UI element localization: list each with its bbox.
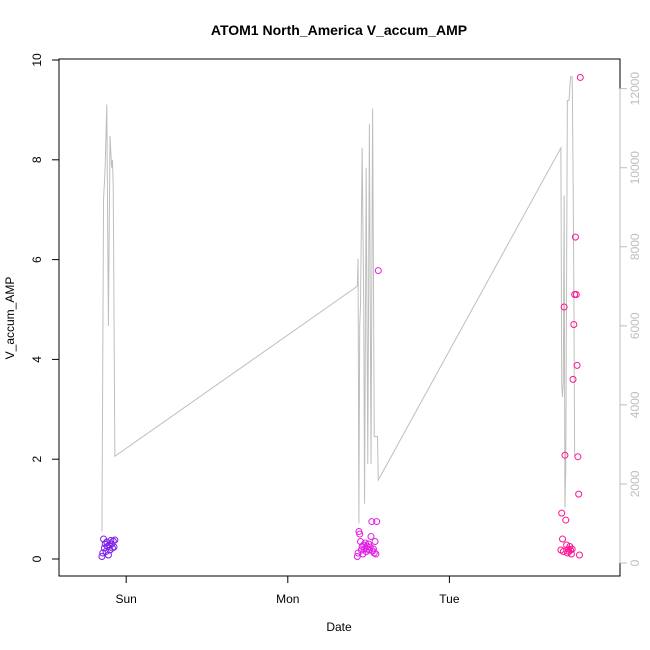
y2-tick-label: 8000 [628, 233, 642, 260]
data-point [111, 536, 119, 544]
data-point [576, 73, 584, 81]
y-tick-label: 6 [30, 256, 44, 263]
series-layer [98, 73, 584, 560]
series-line [101, 76, 576, 532]
data-point [372, 550, 380, 558]
data-point [575, 490, 583, 498]
data-point [367, 533, 375, 541]
data-point [110, 543, 118, 551]
data-point [356, 530, 364, 538]
data-point [561, 451, 569, 459]
data-point [374, 267, 382, 275]
data-point [567, 550, 575, 558]
data-point [559, 535, 567, 543]
chart-title: ATOM1 North_America V_accum_AMP [211, 22, 467, 38]
point-group-1 [98, 535, 119, 560]
data-point [368, 518, 376, 526]
data-point [572, 291, 580, 299]
data-point [360, 541, 368, 549]
data-point [353, 553, 361, 560]
data-point [560, 303, 568, 311]
point-group-3 [557, 73, 584, 559]
y-tick-label: 4 [30, 356, 44, 363]
y-axis-left: 0 2 4 6 8 10 [30, 53, 60, 562]
data-point [370, 549, 378, 557]
data-point [98, 553, 106, 560]
y-tick-label: 2 [30, 456, 44, 463]
x-tick-label: Mon [276, 592, 299, 606]
data-point [573, 361, 581, 369]
data-point [104, 551, 112, 559]
y-tick-label: 0 [30, 555, 44, 562]
data-point [563, 541, 571, 549]
data-point [575, 551, 583, 559]
data-point [569, 375, 577, 383]
x-tick-label: Sun [115, 592, 136, 606]
data-point [371, 538, 379, 546]
data-point [568, 545, 576, 553]
x-axis-label: Date [326, 620, 352, 634]
y-axis-label: V_accum_AMP [3, 277, 17, 360]
y-axis-right: 0 2000 4000 6000 8000 10000 12000 [619, 72, 642, 566]
data-point [571, 233, 579, 241]
data-point [562, 516, 570, 524]
y2-tick-label: 2000 [628, 470, 642, 497]
x-axis: Sun Mon Tue [115, 576, 460, 606]
x-tick-label: Tue [439, 592, 460, 606]
data-point [365, 546, 373, 554]
y2-tick-label: 6000 [628, 312, 642, 339]
y2-tick-label: 0 [628, 559, 642, 566]
y2-tick-label: 10000 [628, 151, 642, 185]
data-point [558, 509, 566, 517]
data-point [108, 544, 116, 552]
y2-tick-label: 12000 [628, 72, 642, 106]
y-tick-label: 8 [30, 156, 44, 163]
y2-tick-label: 4000 [628, 391, 642, 418]
data-point [373, 518, 381, 526]
data-point [570, 320, 578, 328]
data-point [102, 548, 110, 556]
point-group-2 [353, 267, 382, 560]
y-tick-label: 10 [30, 53, 44, 67]
data-point [574, 453, 582, 461]
data-point [567, 546, 575, 554]
